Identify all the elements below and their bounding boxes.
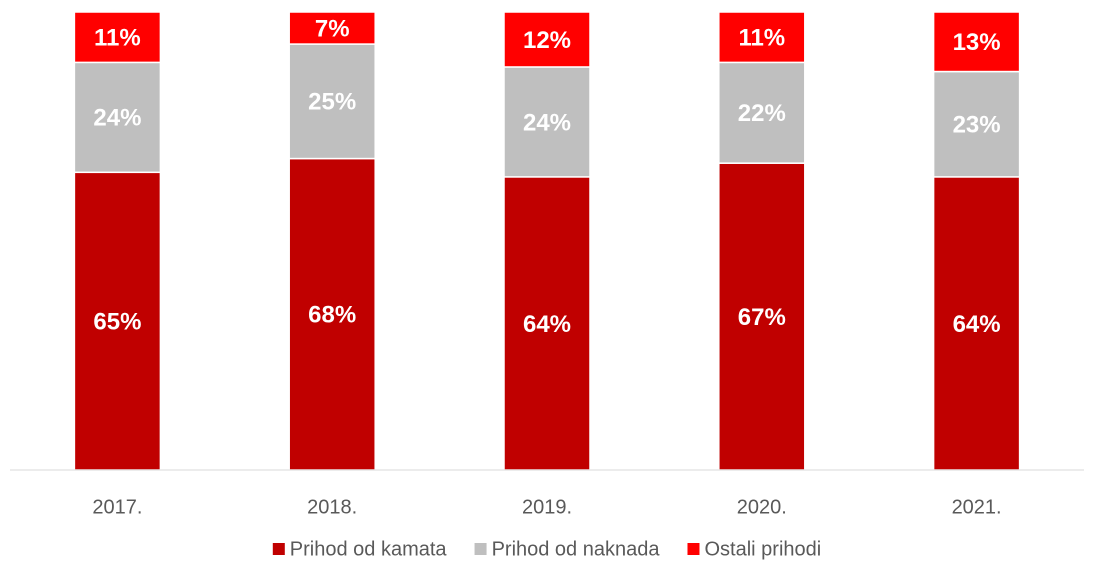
data-label: 24% xyxy=(523,109,571,136)
legend-swatch xyxy=(474,543,487,555)
legend-swatch xyxy=(687,543,700,555)
data-label: 11% xyxy=(738,25,785,52)
bar-segment xyxy=(718,162,806,471)
bar-segment xyxy=(73,11,162,64)
x-tick-label: 2020. xyxy=(737,496,787,518)
bar-segment xyxy=(73,171,162,471)
data-label: 64% xyxy=(523,311,571,338)
x-tick-label: 2017. xyxy=(92,496,142,518)
data-label: 22% xyxy=(738,100,786,127)
bar-segment xyxy=(718,11,806,64)
legend-label: Prihod od naknada xyxy=(492,538,661,560)
bar-segment xyxy=(288,11,376,45)
legend-swatch xyxy=(272,543,285,555)
data-label: 65% xyxy=(93,308,141,335)
data-label: 7% xyxy=(315,15,350,42)
bar-segment xyxy=(718,61,806,164)
data-label: 11% xyxy=(94,25,141,52)
x-tick-label: 2021. xyxy=(952,496,1002,518)
data-label: 64% xyxy=(953,311,1001,338)
data-label: 68% xyxy=(308,302,356,329)
data-label: 23% xyxy=(953,112,1001,139)
bar-segment xyxy=(932,176,1021,471)
bar-segment xyxy=(932,11,1021,73)
bar-segment xyxy=(288,157,376,471)
data-label: 24% xyxy=(93,105,141,132)
x-tick-label: 2019. xyxy=(522,496,572,518)
data-label: 25% xyxy=(308,89,356,116)
x-tick-label: 2018. xyxy=(307,496,357,518)
data-label: 12% xyxy=(523,27,571,54)
bar-segment xyxy=(503,66,591,178)
bar-segment xyxy=(503,11,591,68)
legend-label: Ostali prihodi xyxy=(704,538,821,560)
data-label: 67% xyxy=(738,304,786,331)
data-label: 13% xyxy=(953,29,1001,56)
bar-segment xyxy=(288,43,376,160)
legend-label: Prihod od kamata xyxy=(290,538,448,560)
bar-segment xyxy=(73,61,162,174)
